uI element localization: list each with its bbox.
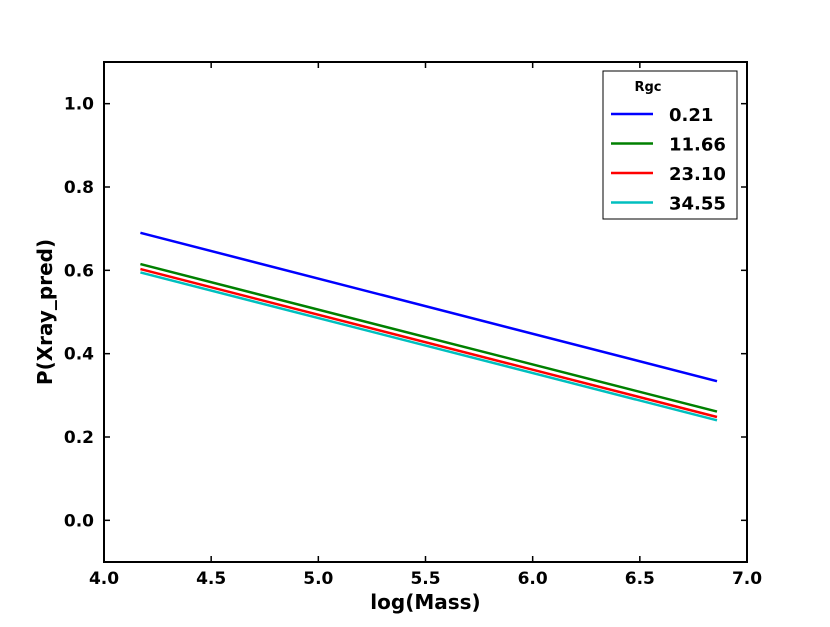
series-line-11.66	[140, 262, 718, 413]
x-tick-label: 5.0	[303, 569, 333, 589]
x-tick-label: 6.0	[518, 569, 548, 589]
legend-label: 11.66	[669, 135, 726, 156]
series-line-23.10	[140, 267, 718, 419]
y-axis-label: P(Xray_pred)	[33, 239, 57, 385]
series-line-34.55	[140, 271, 718, 422]
legend-items: 0.21 11.66 23.10 34.55	[611, 105, 726, 215]
legend-label: 34.55	[669, 194, 726, 215]
x-tick-label: 5.5	[410, 569, 440, 589]
x-tick-label: 7.0	[732, 569, 762, 589]
legend-label: 23.10	[669, 164, 726, 185]
legend-title: Rgc	[634, 80, 661, 95]
plot-frame	[103, 61, 748, 563]
legend: Rgc 0.21 11.66 23.10 34.55	[602, 70, 738, 220]
x-tick-label: 6.5	[625, 569, 655, 589]
y-tick-label: 0.8	[64, 178, 94, 198]
y-tick-label: 0.4	[64, 345, 94, 365]
x-tick-label: 4.5	[196, 569, 226, 589]
x-tick-label: 4.0	[89, 569, 119, 589]
plot-series	[140, 231, 718, 422]
y-tick-label: 1.0	[64, 95, 94, 115]
y-tick-labels: 0.0 0.2 0.4 0.6 0.8 1.0	[64, 95, 94, 532]
y-tick-label: 0.6	[64, 261, 94, 281]
y-tick-label: 0.0	[64, 511, 94, 531]
legend-box	[602, 70, 738, 220]
x-axis-label: log(Mass)	[370, 590, 480, 614]
y-tick-label: 0.2	[64, 428, 94, 448]
x-tick-labels: 4.0 4.5 5.0 5.5 6.0 6.5 7.0	[89, 569, 762, 589]
series-line-0.21	[140, 231, 718, 383]
legend-label: 0.21	[669, 105, 713, 126]
